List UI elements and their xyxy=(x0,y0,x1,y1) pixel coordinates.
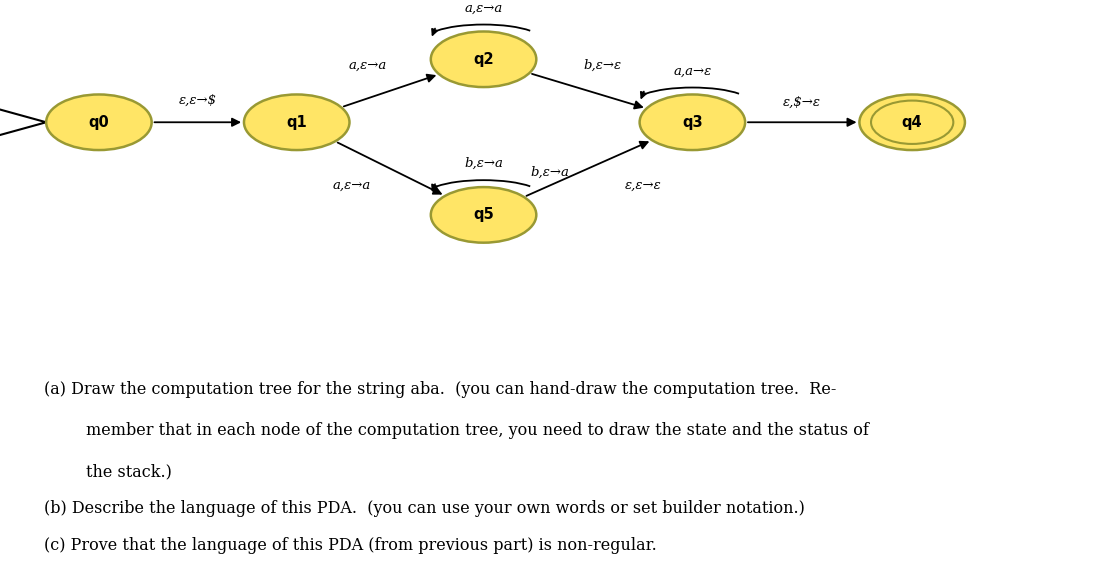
Ellipse shape xyxy=(859,95,965,150)
Ellipse shape xyxy=(431,187,536,243)
Text: q3: q3 xyxy=(682,115,702,130)
Text: a,ε→a: a,ε→a xyxy=(333,179,370,192)
Text: a,ε→a: a,ε→a xyxy=(465,1,502,14)
Ellipse shape xyxy=(46,95,152,150)
Text: q1: q1 xyxy=(287,115,307,130)
Text: q4: q4 xyxy=(902,115,922,130)
Ellipse shape xyxy=(244,95,349,150)
Text: ε,ε→$: ε,ε→$ xyxy=(179,93,217,107)
Text: (a) Draw the computation tree for the string aba.  (you can hand-draw the comput: (a) Draw the computation tree for the st… xyxy=(44,381,836,398)
Text: the stack.): the stack.) xyxy=(86,463,173,481)
Text: ε,ε→ε: ε,ε→ε xyxy=(624,179,662,192)
Text: b,ε→ε: b,ε→ε xyxy=(584,58,621,71)
Text: q0: q0 xyxy=(89,115,109,130)
Text: b,ε→a: b,ε→a xyxy=(530,166,569,179)
Text: (c) Prove that the language of this PDA (from previous part) is non-regular.: (c) Prove that the language of this PDA … xyxy=(44,537,657,554)
Ellipse shape xyxy=(431,31,536,87)
Text: q2: q2 xyxy=(474,52,493,67)
Text: (b) Describe the language of this PDA.  (you can use your own words or set build: (b) Describe the language of this PDA. (… xyxy=(44,500,804,517)
Ellipse shape xyxy=(640,95,745,150)
Text: ε,$→ε: ε,$→ε xyxy=(784,95,821,108)
Text: a,ε→a: a,ε→a xyxy=(349,58,387,71)
Text: b,ε→a: b,ε→a xyxy=(464,157,503,170)
Text: q5: q5 xyxy=(474,207,493,222)
Text: member that in each node of the computation tree, you need to draw the state and: member that in each node of the computat… xyxy=(86,422,869,439)
Text: a,a→ε: a,a→ε xyxy=(674,64,711,78)
